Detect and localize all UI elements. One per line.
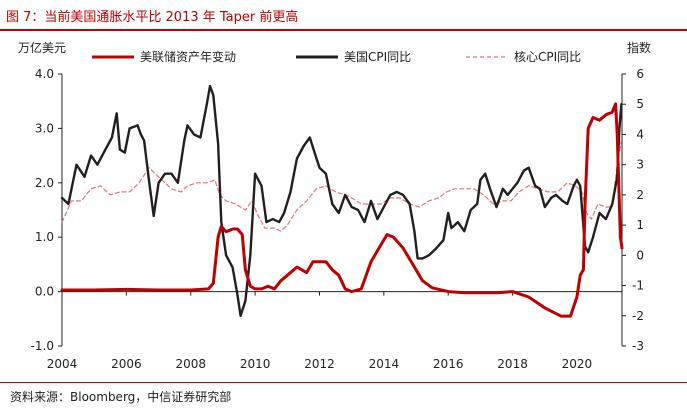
legend-label-0: 美联储资产年变动 (140, 49, 236, 64)
x-tick-label: 2016 (433, 357, 464, 371)
series-line-1 (60, 84, 623, 317)
x-tick-label: 2006 (111, 357, 142, 371)
x-tick-label: 2018 (497, 357, 528, 371)
right-axis-unit: 指数 (627, 40, 651, 55)
left-tick-label: 3.0 (35, 121, 54, 135)
left-tick-label: 4.0 (35, 67, 54, 81)
right-tick-label: 6 (636, 67, 644, 81)
legend: 美联储资产年变动 美国CPI同比 核心CPI同比 (92, 49, 581, 64)
right-tick-label: 2 (636, 188, 644, 202)
left-tick-label: 0.0 (35, 285, 54, 299)
x-tick-label: 2010 (240, 357, 271, 371)
right-tick-label: 1 (636, 218, 644, 232)
legend-label-2: 核心CPI同比 (514, 50, 581, 64)
right-tick-label: -2 (632, 309, 644, 323)
figure-title: 图 7：当前美国通胀水平比 2013 年 Taper 前更高 (6, 10, 299, 25)
source-rule (0, 382, 687, 383)
x-tick-label: 2012 (304, 357, 335, 371)
left-tick-label: 2.0 (35, 176, 54, 190)
left-tick-label: 1.0 (35, 230, 54, 244)
left-axis-unit: 万亿美元 (18, 40, 66, 55)
source-text: 资料来源：Bloomberg，中信证券研究部 (10, 390, 232, 404)
x-tick-label: 2008 (175, 357, 206, 371)
chart: 4.0 3.0 2.0 1.0 0.0 -1.0 6 5 4 3 2 1 0 -1 -2 -3 2004 2006… (18, 40, 651, 371)
plot-frame (61, 74, 623, 346)
right-tick-label: 3 (636, 158, 644, 172)
legend-label-1: 美国CPI同比 (344, 50, 411, 64)
left-tick-label: -1.0 (31, 339, 54, 353)
right-tick-label: 5 (636, 97, 644, 111)
title-rule (0, 29, 687, 31)
right-tick-label: 0 (636, 248, 644, 262)
right-tick-label: 4 (636, 127, 644, 141)
right-tick-label: -3 (632, 339, 644, 353)
series-layer (60, 84, 624, 318)
x-tick-label: 2004 (47, 357, 78, 371)
x-tick-label: 2020 (562, 357, 593, 371)
right-tick-label: -1 (632, 279, 644, 293)
axes: 4.0 3.0 2.0 1.0 0.0 -1.0 6 5 4 3 2 1 0 -1 -2 -3 2004 2006… (31, 67, 644, 371)
series-line-0 (60, 102, 624, 318)
x-tick-label: 2014 (369, 357, 400, 371)
